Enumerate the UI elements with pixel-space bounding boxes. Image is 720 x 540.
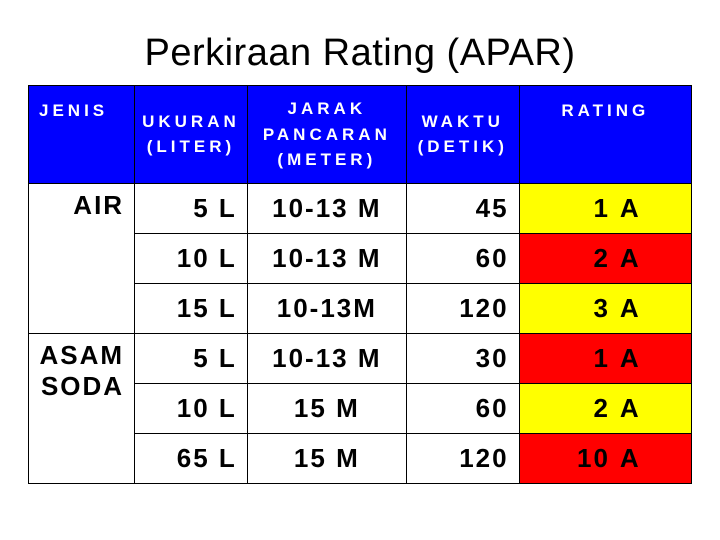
rating-table: JENIS UKURAN (LITER) JARAK PANCARAN (MET…: [28, 85, 692, 484]
rating-number: 2: [570, 393, 610, 424]
header-row: JENIS UKURAN (LITER) JARAK PANCARAN (MET…: [29, 86, 692, 184]
header-ukuran: UKURAN (LITER): [135, 86, 248, 184]
rating-letter: A: [610, 293, 641, 324]
header-jenis: JENIS: [29, 86, 135, 184]
cell-ukuran: 10 L: [135, 383, 248, 433]
rating-number: 1: [570, 193, 610, 224]
cell-waktu: 45: [406, 183, 519, 233]
header-rating: RATING: [519, 86, 691, 184]
cell-ukuran: 10 L: [135, 233, 248, 283]
table-row: ASAM SODA5 L10-13 M301A: [29, 333, 692, 383]
rating-number: 3: [570, 293, 610, 324]
cell-waktu: 60: [406, 383, 519, 433]
cell-waktu: 120: [406, 433, 519, 483]
cell-rating: 3A: [519, 283, 691, 333]
cell-rating: 1A: [519, 183, 691, 233]
rating-letter: A: [610, 193, 641, 224]
rating-letter: A: [610, 343, 641, 374]
cell-ukuran: 5 L: [135, 183, 248, 233]
cell-rating: 2A: [519, 233, 691, 283]
table-wrapper: JENIS UKURAN (LITER) JARAK PANCARAN (MET…: [28, 85, 692, 484]
table-head: JENIS UKURAN (LITER) JARAK PANCARAN (MET…: [29, 86, 692, 184]
cell-jenis: ASAM SODA: [29, 333, 135, 483]
table-row: AIR5 L10-13 M451A: [29, 183, 692, 233]
cell-jarak: 15 M: [247, 383, 406, 433]
cell-waktu: 60: [406, 233, 519, 283]
cell-waktu: 30: [406, 333, 519, 383]
cell-waktu: 120: [406, 283, 519, 333]
cell-ukuran: 15 L: [135, 283, 248, 333]
cell-rating: 1A: [519, 333, 691, 383]
cell-jarak: 10-13 M: [247, 333, 406, 383]
cell-jenis: AIR: [29, 183, 135, 333]
header-jarak: JARAK PANCARAN (METER): [247, 86, 406, 184]
rating-number: 2: [570, 243, 610, 274]
slide: Perkiraan Rating (APAR) JENIS UKURAN (LI…: [0, 0, 720, 540]
cell-rating: 10A: [519, 433, 691, 483]
cell-rating: 2A: [519, 383, 691, 433]
page-title: Perkiraan Rating (APAR): [0, 0, 720, 85]
rating-number: 10: [570, 443, 610, 474]
cell-jarak: 10-13 M: [247, 183, 406, 233]
rating-letter: A: [610, 243, 641, 274]
rating-number: 1: [570, 343, 610, 374]
cell-jarak: 15 M: [247, 433, 406, 483]
header-waktu: WAKTU (DETIK): [406, 86, 519, 184]
cell-jarak: 10-13 M: [247, 233, 406, 283]
table-body: AIR5 L10-13 M451A10 L10-13 M602A15 L10-1…: [29, 183, 692, 483]
cell-ukuran: 65 L: [135, 433, 248, 483]
rating-letter: A: [610, 393, 641, 424]
rating-letter: A: [610, 443, 641, 474]
cell-ukuran: 5 L: [135, 333, 248, 383]
cell-jarak: 10-13M: [247, 283, 406, 333]
